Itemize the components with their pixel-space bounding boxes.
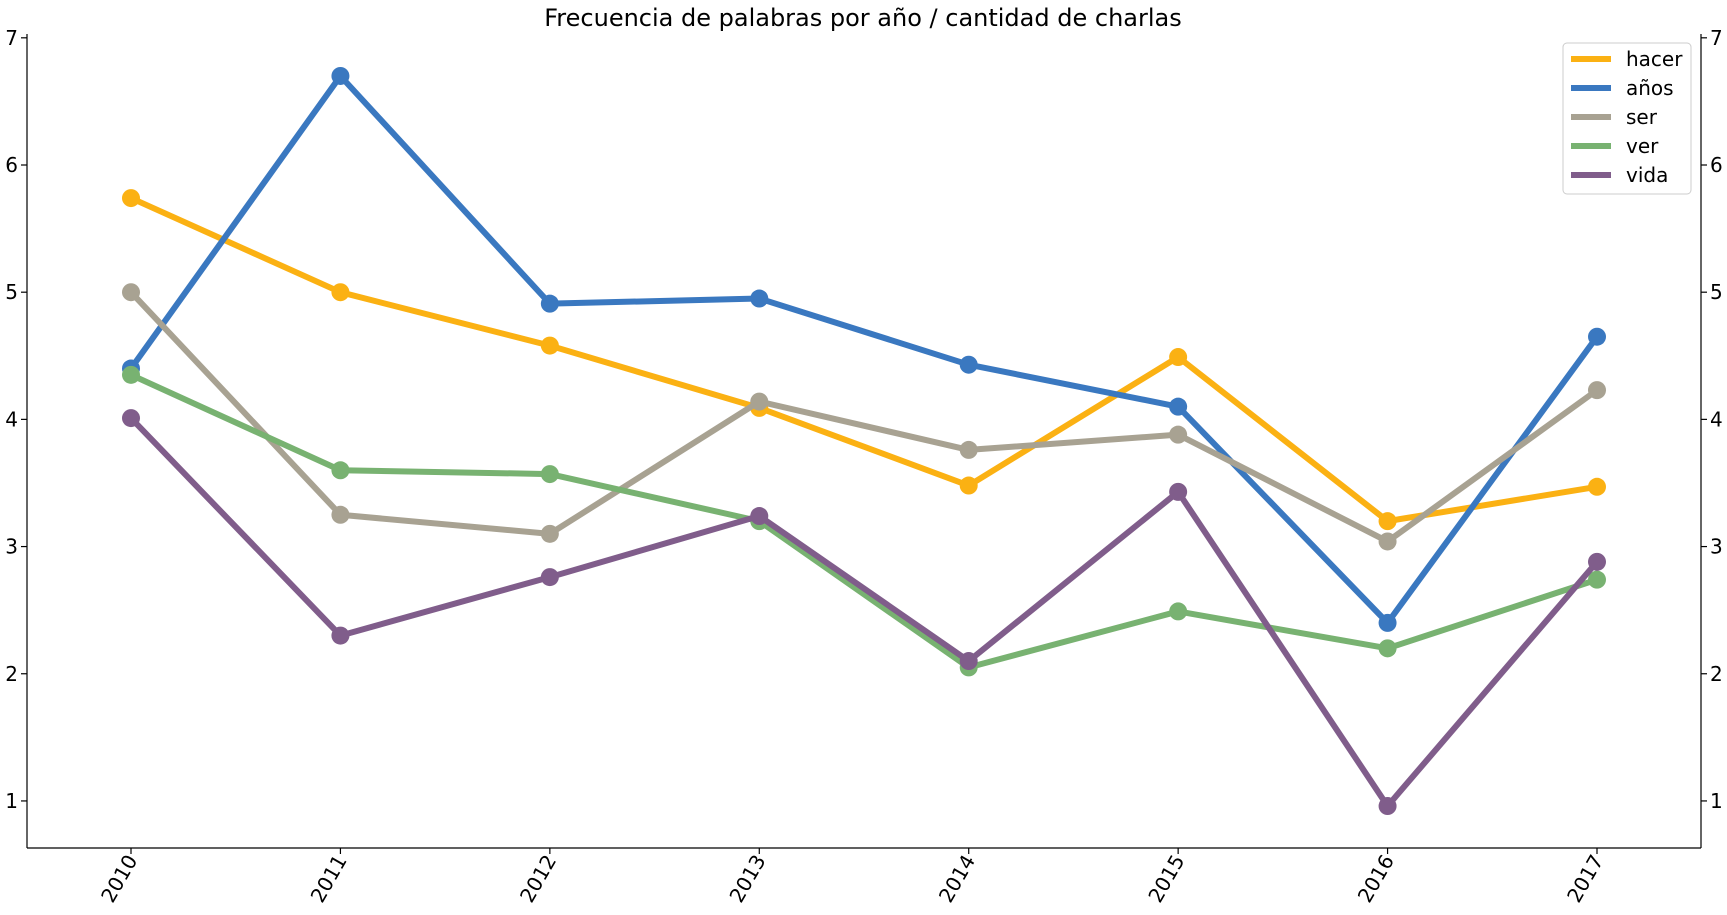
y-tick-label-right: 2 — [1710, 662, 1723, 686]
data-point-vida-2013 — [750, 507, 769, 526]
y-tick-label-left: 2 — [5, 662, 18, 686]
x-tick-label-2012: 2012 — [515, 851, 561, 907]
chart-title: Frecuencia de palabras por año / cantida… — [544, 4, 1181, 32]
data-point-hacer-2014 — [959, 476, 978, 495]
y-tick-label-right: 4 — [1710, 407, 1723, 431]
data-point-hacer-2011 — [331, 283, 350, 302]
data-point-años-2016 — [1378, 613, 1397, 632]
data-point-años-2011 — [331, 66, 350, 85]
data-point-ser-2013 — [750, 392, 769, 411]
series-layer — [122, 66, 1606, 816]
data-point-hacer-2016 — [1378, 512, 1397, 531]
x-tick-label-2010: 2010 — [96, 851, 142, 907]
data-point-vida-2012 — [540, 568, 559, 587]
data-point-ver-2015 — [1169, 602, 1188, 621]
legend-item-años: años — [1571, 76, 1674, 100]
x-tick-label-2013: 2013 — [724, 851, 770, 907]
legend-label-ver: ver — [1626, 134, 1659, 158]
y-tick-label-right: 3 — [1710, 535, 1723, 559]
data-point-hacer-2010 — [122, 189, 140, 208]
legend-label-ser: ser — [1626, 105, 1658, 129]
y-tick-label-right: 1 — [1710, 789, 1723, 813]
x-tick-label-2014: 2014 — [934, 851, 980, 907]
series-line-ver — [128, 371, 1600, 671]
y-tick-label-right: 5 — [1710, 280, 1723, 304]
data-point-hacer-2015 — [1169, 348, 1188, 367]
data-point-años-2012 — [540, 294, 559, 313]
data-point-ser-2012 — [540, 524, 559, 543]
y-tick-label-left: 5 — [5, 280, 18, 304]
data-point-ser-2016 — [1378, 532, 1397, 551]
series-line-vida — [128, 415, 1600, 810]
data-point-ver-2017 — [1588, 570, 1606, 589]
data-point-ver-2012 — [540, 465, 559, 484]
data-point-ser-2014 — [959, 440, 978, 459]
data-point-ser-2015 — [1169, 425, 1188, 444]
y-tick-label-right: 6 — [1710, 153, 1723, 177]
x-tick-label-2011: 2011 — [306, 851, 352, 907]
legend-label-vida: vida — [1626, 163, 1668, 187]
legend-item-ser: ser — [1571, 105, 1658, 129]
data-point-vida-2014 — [959, 652, 978, 671]
data-point-años-2015 — [1169, 397, 1188, 416]
legend: hacer años ser ver vida — [1562, 42, 1692, 195]
data-point-años-2014 — [959, 355, 978, 374]
data-point-ver-2016 — [1378, 639, 1397, 658]
data-point-ser-2017 — [1588, 381, 1606, 400]
data-point-vida-2016 — [1378, 797, 1397, 816]
legend-box — [1562, 42, 1692, 195]
y-tick-label-left: 3 — [5, 535, 18, 559]
y-tick-label-left: 1 — [5, 789, 18, 813]
data-point-hacer-2017 — [1588, 477, 1606, 496]
data-point-vida-2011 — [331, 626, 350, 645]
data-point-vida-2017 — [1588, 552, 1606, 571]
data-point-vida-2015 — [1169, 482, 1188, 501]
series-ser — [122, 283, 1606, 551]
series-hacer — [122, 189, 1606, 531]
data-point-hacer-2012 — [540, 336, 559, 355]
data-point-ser-2011 — [331, 505, 350, 524]
data-point-vida-2010 — [122, 409, 140, 428]
y-tick-label-left: 7 — [5, 26, 18, 50]
x-tick-label-2017: 2017 — [1562, 851, 1608, 907]
y-tick-label-left: 6 — [5, 153, 18, 177]
series-line-años — [128, 72, 1600, 626]
y-tick-label-left: 4 — [5, 407, 18, 431]
series-line-ser — [128, 289, 1600, 545]
legend-item-hacer: hacer — [1571, 47, 1683, 71]
data-point-ser-2010 — [122, 283, 140, 302]
y-tick-label-right: 7 — [1710, 26, 1723, 50]
data-point-ver-2011 — [331, 461, 350, 480]
legend-item-ver: ver — [1571, 134, 1659, 158]
data-point-ver-2010 — [122, 365, 140, 384]
legend-label-hacer: hacer — [1626, 47, 1683, 71]
x-tick-label-2015: 2015 — [1143, 851, 1189, 907]
series-vida — [122, 409, 1606, 816]
legend-item-vida: vida — [1571, 163, 1668, 187]
axes: 1 1 2 2 3 3 4 4 5 5 6 6 7 7 2010 2011 2012 2013 2014 2015 20… — [5, 26, 1722, 907]
data-point-años-2017 — [1588, 327, 1606, 346]
data-point-años-2013 — [750, 289, 769, 308]
x-tick-label-2016: 2016 — [1353, 851, 1399, 907]
series-line-hacer — [128, 195, 1600, 525]
legend-label-años: años — [1626, 76, 1674, 100]
